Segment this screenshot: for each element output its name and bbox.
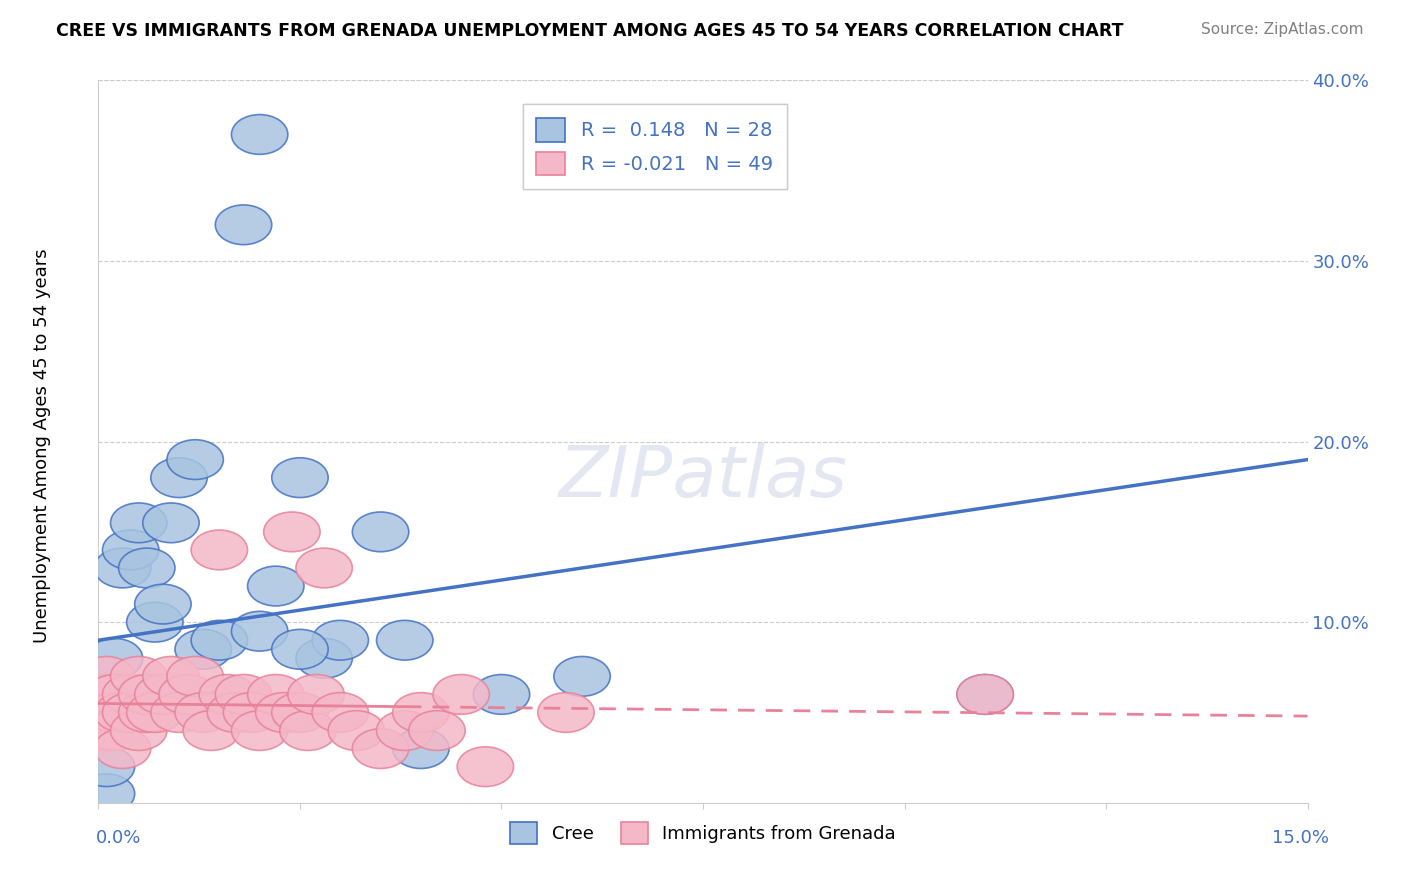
Ellipse shape [433,674,489,714]
Ellipse shape [353,729,409,769]
Ellipse shape [247,566,304,606]
Ellipse shape [215,205,271,244]
Ellipse shape [103,692,159,732]
Ellipse shape [103,674,159,714]
Text: CREE VS IMMIGRANTS FROM GRENADA UNEMPLOYMENT AMONG AGES 45 TO 54 YEARS CORRELATI: CREE VS IMMIGRANTS FROM GRENADA UNEMPLOY… [56,22,1123,40]
Ellipse shape [295,639,353,678]
Ellipse shape [457,747,513,787]
Ellipse shape [200,674,256,714]
Ellipse shape [86,692,143,732]
Ellipse shape [150,692,207,732]
Ellipse shape [224,692,280,732]
Ellipse shape [111,711,167,750]
Ellipse shape [70,692,127,732]
Ellipse shape [271,630,328,669]
Ellipse shape [232,711,288,750]
Ellipse shape [288,674,344,714]
Ellipse shape [247,674,304,714]
Ellipse shape [328,711,385,750]
Ellipse shape [256,692,312,732]
Ellipse shape [79,711,135,750]
Text: Unemployment Among Ages 45 to 54 years: Unemployment Among Ages 45 to 54 years [34,249,51,643]
Ellipse shape [353,512,409,552]
Ellipse shape [392,729,449,769]
Ellipse shape [111,503,167,542]
Ellipse shape [232,611,288,651]
Text: 0.0%: 0.0% [96,829,141,847]
Ellipse shape [127,692,183,732]
Ellipse shape [103,530,159,570]
Ellipse shape [191,530,247,570]
Ellipse shape [111,657,167,697]
Ellipse shape [94,548,150,588]
Ellipse shape [167,440,224,480]
Ellipse shape [127,602,183,642]
Ellipse shape [79,674,135,714]
Ellipse shape [118,692,174,732]
Ellipse shape [957,674,1014,714]
Ellipse shape [264,512,321,552]
Legend: R =  0.148   N = 28, R = -0.021   N = 49: R = 0.148 N = 28, R = -0.021 N = 49 [523,104,787,189]
Ellipse shape [392,692,449,732]
Ellipse shape [271,458,328,498]
Ellipse shape [79,657,135,697]
Ellipse shape [70,711,127,750]
Ellipse shape [174,630,232,669]
Ellipse shape [143,657,200,697]
Ellipse shape [554,657,610,697]
Ellipse shape [409,711,465,750]
Ellipse shape [474,674,530,714]
Ellipse shape [232,114,288,154]
Ellipse shape [957,674,1014,714]
Ellipse shape [135,674,191,714]
Ellipse shape [280,711,336,750]
Ellipse shape [135,584,191,624]
Ellipse shape [174,692,232,732]
Ellipse shape [79,774,135,814]
Ellipse shape [183,711,239,750]
Ellipse shape [159,674,215,714]
Ellipse shape [150,458,207,498]
Ellipse shape [79,692,135,732]
Ellipse shape [207,692,264,732]
Ellipse shape [215,674,271,714]
Ellipse shape [70,674,127,714]
Ellipse shape [271,692,328,732]
Ellipse shape [79,747,135,787]
Ellipse shape [143,503,200,542]
Ellipse shape [86,639,143,678]
Ellipse shape [118,548,174,588]
Ellipse shape [377,620,433,660]
Ellipse shape [167,657,224,697]
Ellipse shape [537,692,595,732]
Ellipse shape [377,711,433,750]
Ellipse shape [118,674,174,714]
Text: Source: ZipAtlas.com: Source: ZipAtlas.com [1201,22,1364,37]
Ellipse shape [86,674,143,714]
Ellipse shape [94,692,150,732]
Ellipse shape [86,711,143,750]
Ellipse shape [312,692,368,732]
Ellipse shape [94,729,150,769]
Ellipse shape [312,620,368,660]
Text: 15.0%: 15.0% [1271,829,1329,847]
Ellipse shape [295,548,353,588]
Ellipse shape [191,620,247,660]
Text: ZIPatlas: ZIPatlas [558,443,848,512]
